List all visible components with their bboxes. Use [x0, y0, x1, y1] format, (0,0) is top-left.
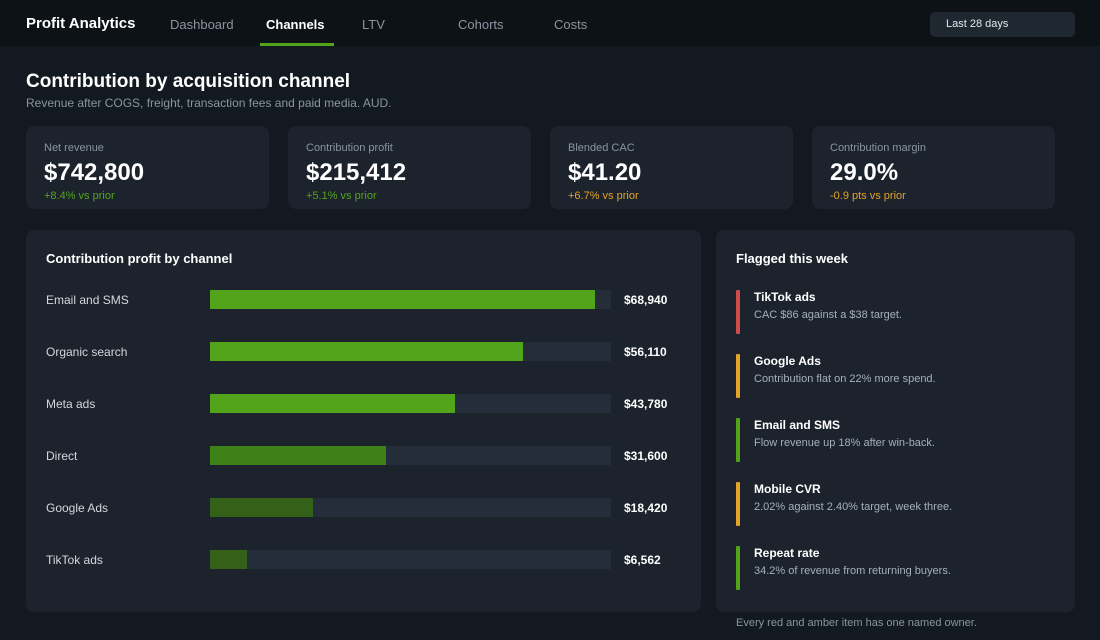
kpi-label: Contribution profit — [306, 142, 393, 154]
tab-label: LTV — [362, 17, 385, 32]
page-subtitle: Revenue after COGS, freight, transaction… — [26, 96, 392, 110]
contribution-chart-card: Contribution profit by channel Email and… — [26, 230, 701, 612]
tab-label: Cohorts — [458, 17, 504, 32]
flag-title: TikTok ads — [754, 290, 816, 304]
flag-item-tiktok-ads[interactable]: TikTok ads CAC $86 against a $38 target. — [736, 290, 1066, 334]
bar-value-label: $31,600 — [624, 449, 668, 463]
flag-title: Google Ads — [754, 354, 821, 368]
tab-label: Dashboard — [170, 17, 234, 32]
tab-ltv[interactable]: LTV — [362, 17, 385, 46]
kpi-delta: +5.1% vs prior — [306, 190, 377, 202]
bar-track — [210, 290, 611, 309]
tab-underline — [260, 43, 334, 46]
flag-title: Email and SMS — [754, 418, 841, 432]
bar-category-label: Direct — [46, 449, 78, 463]
flagged-footnote: Every red and amber item has one named o… — [736, 617, 977, 629]
bar-meta-ads — [210, 394, 455, 413]
app-title: Profit Analytics — [26, 15, 136, 32]
bar-direct — [210, 446, 386, 465]
status-stripe — [736, 546, 740, 590]
flag-item-mobile-cvr[interactable]: Mobile CVR 2.02% against 2.40% target, w… — [736, 482, 1066, 526]
bar-track — [210, 446, 611, 465]
kpi-label: Blended CAC — [568, 142, 635, 154]
status-stripe — [736, 482, 740, 526]
bar-category-label: Organic search — [46, 345, 128, 359]
bar-track — [210, 342, 611, 361]
bar-google-ads — [210, 498, 313, 517]
kpi-label: Net revenue — [44, 142, 104, 154]
flag-item-google-ads[interactable]: Google Ads Contribution flat on 22% more… — [736, 354, 1066, 398]
flag-item-repeat-rate[interactable]: Repeat rate 34.2% of revenue from return… — [736, 546, 1066, 590]
kpi-card-net-revenue: Net revenue $742,800 +8.4% vs prior — [26, 126, 269, 209]
bar-value-label: $56,110 — [624, 345, 667, 359]
flag-description: 2.02% against 2.40% target, week three. — [754, 501, 953, 513]
kpi-value: 29.0% — [830, 159, 899, 186]
bar-category-label: TikTok ads — [46, 553, 103, 567]
tab-cohorts[interactable]: Cohorts — [458, 17, 504, 46]
chart-title: Contribution profit by channel — [46, 251, 233, 266]
bar-row: Organic search $56,110 — [26, 342, 701, 362]
kpi-card-contribution-margin: Contribution margin 29.0% -0.9 pts vs pr… — [812, 126, 1055, 209]
flag-description: Flow revenue up 18% after win-back. — [754, 437, 935, 449]
kpi-card-contribution-profit: Contribution profit $215,412 +5.1% vs pr… — [288, 126, 531, 209]
flag-description: 34.2% of revenue from returning buyers. — [754, 565, 951, 577]
bar-category-label: Google Ads — [46, 501, 109, 515]
bar-value-label: $18,420 — [624, 501, 668, 515]
bar-tiktok-ads — [210, 550, 247, 569]
bar-category-label: Email and SMS — [46, 293, 129, 307]
flagged-card: Flagged this week TikTok ads CAC $86 aga… — [716, 230, 1075, 612]
flag-title: Mobile CVR — [754, 482, 821, 496]
top-nav-bar: Profit Analytics Dashboard Channels LTV … — [0, 0, 1100, 46]
bar-row: Direct $31,600 — [26, 446, 701, 466]
bar-row: Email and SMS $68,940 — [26, 290, 701, 310]
kpi-delta: +8.4% vs prior — [44, 190, 115, 202]
flag-item-email-and-sms[interactable]: Email and SMS Flow revenue up 18% after … — [736, 418, 1066, 462]
bar-value-label: $6,562 — [624, 553, 661, 567]
flag-description: Contribution flat on 22% more spend. — [754, 373, 936, 385]
tab-channels[interactable]: Channels — [260, 17, 334, 46]
status-stripe — [736, 290, 740, 334]
flag-description: CAC $86 against a $38 target. — [754, 309, 902, 321]
bar-row: Meta ads $43,780 — [26, 394, 701, 414]
kpi-delta: +6.7% vs prior — [568, 190, 639, 202]
bar-category-label: Meta ads — [46, 397, 96, 411]
tab-label: Channels — [266, 17, 325, 32]
flag-title: Repeat rate — [754, 546, 820, 560]
page-title: Contribution by acquisition channel — [26, 71, 351, 92]
kpi-card-blended-cac: Blended CAC $41.20 +6.7% vs prior — [550, 126, 793, 209]
tab-costs[interactable]: Costs — [554, 17, 587, 46]
status-stripe — [736, 354, 740, 398]
bar-organic-search — [210, 342, 523, 361]
date-range-select[interactable]: Last 28 days — [930, 12, 1075, 37]
kpi-delta: -0.9 pts vs prior — [830, 190, 906, 202]
bar-track — [210, 498, 611, 517]
kpi-label: Contribution margin — [830, 142, 926, 154]
bar-email-and-sms — [210, 290, 595, 309]
tab-label: Costs — [554, 17, 588, 32]
bar-row: Google Ads $18,420 — [26, 498, 701, 518]
kpi-value: $215,412 — [306, 159, 407, 186]
kpi-value: $742,800 — [44, 159, 145, 186]
bar-track — [210, 550, 611, 569]
status-stripe — [736, 418, 740, 462]
bar-track — [210, 394, 611, 413]
bar-row: TikTok ads $6,562 — [26, 550, 701, 570]
flagged-title: Flagged this week — [736, 251, 848, 266]
bar-value-label: $43,780 — [624, 397, 668, 411]
kpi-value: $41.20 — [568, 159, 642, 186]
bar-value-label: $68,940 — [624, 293, 668, 307]
tab-dashboard[interactable]: Dashboard — [170, 17, 234, 46]
